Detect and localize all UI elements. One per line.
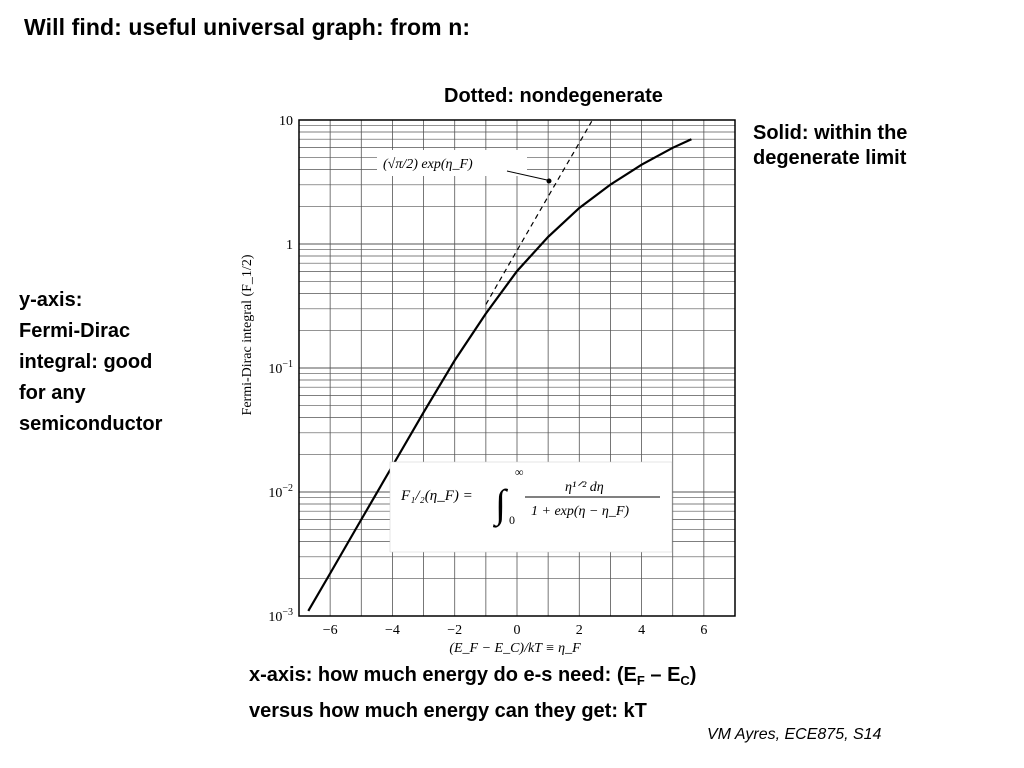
curve-label-arrow: [506, 170, 548, 181]
formula-upper-limit: ∞: [515, 465, 524, 479]
x-tick-label: −4: [385, 623, 400, 638]
solid-note: Solid: within the degenerate limit: [753, 121, 907, 171]
yaxis-note-line: y-axis:: [19, 289, 83, 311]
integral-sign: ∫: [492, 481, 509, 528]
xaxis-note-line1: x-axis: how much energy do e-s need: (EF…: [249, 660, 696, 696]
x-tick-label: 4: [638, 623, 645, 638]
x-tick-label: 6: [700, 623, 707, 638]
plot-frame: [298, 119, 736, 617]
solid-note-line1: Solid: within the: [753, 122, 908, 144]
formula-lhs: F₁/₂(η_F) =: [400, 488, 473, 504]
xaxis-note-post: ): [689, 664, 697, 686]
series-line-nondegenerate: [485, 121, 593, 305]
xaxis-note-mid: – E: [644, 664, 681, 686]
formula-lower-limit: 0: [509, 513, 515, 527]
footer-credit: VM Ayres, ECE875, S14: [707, 726, 882, 743]
y-tick-exponent: −3: [282, 607, 293, 618]
y-tick-label: 10−3: [268, 607, 293, 625]
y-tick-label: 1: [286, 238, 293, 253]
yaxis-note-line: integral: good: [19, 351, 153, 373]
formula-numerator: η¹ᐟ² dη: [565, 480, 604, 495]
x-tick-label: −2: [447, 623, 462, 638]
x-tick-label: −6: [323, 623, 338, 638]
xaxis-note-pre: x-axis: how much energy do e-s need: (E: [249, 664, 637, 686]
xaxis-note: x-axis: how much energy do e-s need: (EF…: [249, 660, 696, 726]
slide-title: Will find: useful universal graph: from …: [24, 14, 471, 40]
y-tick-exponent: −2: [282, 483, 293, 494]
xaxis-note-sub-f: F: [636, 673, 645, 688]
dotted-note: Dotted: nondegenerate: [444, 85, 663, 107]
xaxis-note-sub-c: C: [680, 673, 690, 688]
yaxis-note-line: Fermi-Dirac: [19, 320, 131, 342]
x-axis-label: (E_F − E_C)/kT ≡ η_F: [449, 641, 581, 656]
series-line-fermi-dirac: [307, 138, 692, 612]
y-tick-exponent: −1: [282, 359, 293, 370]
yaxis-note-line: for any: [19, 382, 86, 404]
y-tick-label: 10−1: [268, 359, 293, 377]
yaxis-note-line: semiconductor: [19, 413, 163, 435]
solid-note-line2: degenerate limit: [753, 147, 907, 169]
x-tick-label: 0: [514, 623, 521, 638]
curve-label-arrow-head: [546, 178, 552, 184]
xaxis-note-line2: versus how much energy can they get: kT: [249, 700, 647, 722]
x-tick-label: 2: [576, 623, 583, 638]
yaxis-note: y-axis: Fermi-Dirac integral: good for a…: [19, 285, 219, 440]
formula-box: [389, 461, 673, 553]
curve-label-box: [377, 150, 527, 176]
curve-label: (√π/2) exp(η_F): [383, 157, 473, 172]
formula-denominator: 1 + exp(η − η_F): [531, 504, 629, 519]
y-tick-label: 10: [279, 114, 293, 129]
y-tick-label: 10−2: [268, 483, 293, 501]
series: [307, 121, 692, 612]
y-axis-label: Fermi-Dirac integral (F_1/2): [240, 254, 255, 415]
